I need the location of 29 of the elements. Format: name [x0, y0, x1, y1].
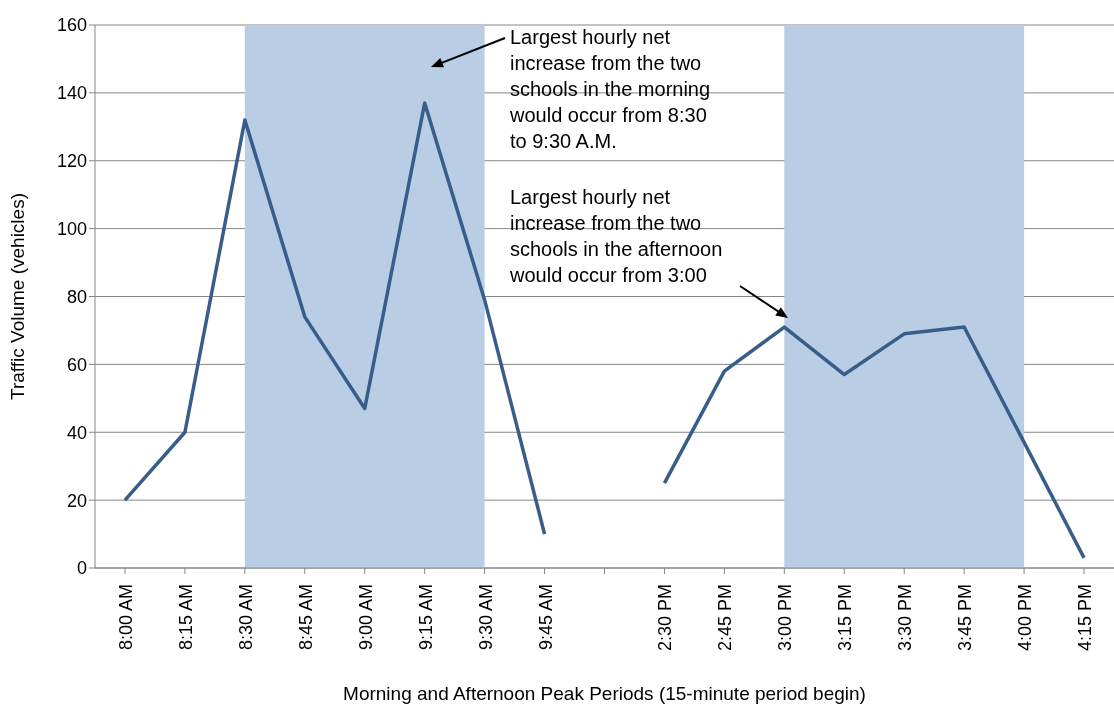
y-tick-label: 120	[56, 151, 87, 172]
x-tick-label: 2:45 PM	[715, 584, 736, 652]
x-tick-label: 9:30 AM	[475, 584, 496, 651]
x-tick-label: 8:45 AM	[295, 584, 316, 651]
annotation: Largest hourly net increase from the two schools in the morning would occur from 8:30 to 9:30 A.M.	[509, 26, 711, 152]
y-tick-label: 80	[66, 286, 87, 307]
y-tick-label: 0	[76, 558, 87, 579]
y-tick-label: 20	[66, 490, 87, 511]
x-tick-label: 3:45 PM	[955, 584, 976, 652]
y-tick-label: 60	[66, 354, 87, 375]
x-tick-label: 8:30 AM	[235, 584, 256, 651]
x-tick-label: 8:15 AM	[175, 584, 196, 651]
x-tick-label: 4:15 PM	[1075, 584, 1096, 652]
x-axis-title: Morning and Afternoon Peak Periods (15-minute period begin)	[343, 683, 866, 704]
y-axis-title: Traffic Volume (vehicles)	[6, 193, 28, 400]
x-tick-label: 4:00 PM	[1015, 584, 1036, 652]
y-tick-label: 40	[66, 422, 87, 443]
annotation: Largest hourly net increase from the two schools in the afternoon would occur from 3:00	[509, 186, 723, 286]
x-tick-label: 2:30 PM	[655, 584, 676, 652]
x-tick-label: 8:00 AM	[115, 584, 136, 651]
x-tick-label: 9:45 AM	[535, 584, 556, 651]
x-tick-label: 9:15 AM	[415, 584, 436, 651]
y-tick-label: 160	[56, 15, 87, 36]
x-tick-label: 3:15 PM	[835, 584, 856, 652]
y-tick-label: 140	[56, 83, 87, 104]
x-tick-label: 3:30 PM	[895, 584, 916, 652]
y-tick-label: 100	[56, 219, 87, 240]
x-tick-label: 9:00 AM	[355, 584, 376, 651]
x-tick-label: 3:00 PM	[775, 584, 796, 652]
